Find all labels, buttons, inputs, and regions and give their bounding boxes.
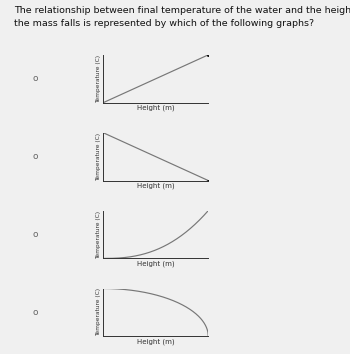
Text: o: o [32, 74, 38, 83]
X-axis label: Height (m): Height (m) [137, 261, 175, 267]
X-axis label: Height (m): Height (m) [137, 338, 175, 345]
Text: o: o [32, 230, 38, 239]
Y-axis label: Temperature (C): Temperature (C) [96, 211, 101, 258]
Text: o: o [32, 308, 38, 317]
Text: o: o [32, 152, 38, 161]
X-axis label: Height (m): Height (m) [137, 105, 175, 111]
Y-axis label: Temperature (C): Temperature (C) [96, 133, 101, 181]
Text: The relationship between final temperature of the water and the height from whic: The relationship between final temperatu… [14, 6, 350, 28]
Y-axis label: Temperature (C): Temperature (C) [96, 289, 101, 336]
Y-axis label: Temperature (C): Temperature (C) [96, 55, 101, 103]
X-axis label: Height (m): Height (m) [137, 183, 175, 189]
